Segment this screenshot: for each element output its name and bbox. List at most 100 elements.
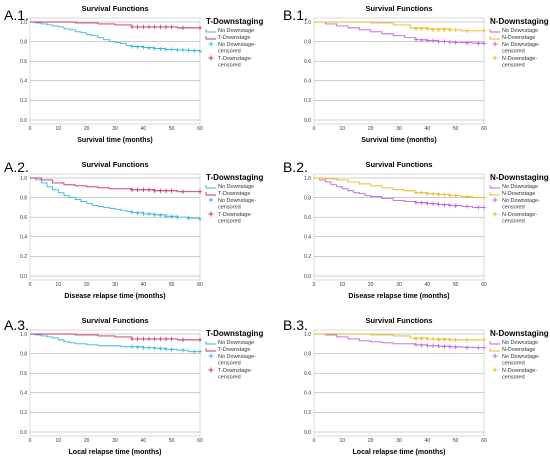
legend-line-icon <box>205 192 216 196</box>
legend-swatch-1 <box>489 341 500 345</box>
x-tick-label: 50 <box>453 126 459 132</box>
y-tick-label: 0.2 <box>304 410 311 416</box>
x-tick-label: 30 <box>112 438 118 444</box>
censor-mark <box>425 336 430 342</box>
censor-mark <box>436 337 441 343</box>
censor-mark <box>152 24 157 30</box>
panel-label: B.1. <box>283 7 308 23</box>
legend-swatch-4 <box>492 55 498 61</box>
legend-entry: T-Downstage <box>218 191 250 197</box>
censor-mark <box>414 190 418 195</box>
legend-entry: No Downstage-censored <box>502 354 540 367</box>
legend-censor-icon <box>492 41 498 47</box>
censor-mark <box>431 201 435 207</box>
legend-entry-line: No Downstage- <box>502 354 540 360</box>
y-tick-label: 0.8 <box>20 351 27 357</box>
legend-swatch-1 <box>205 341 216 345</box>
legend-entry-line: censored <box>502 49 525 55</box>
legend-entry-line: N-Downstage <box>502 35 535 41</box>
censor-mark <box>425 38 430 43</box>
x-tick-label: 30 <box>112 126 118 132</box>
legend-entry: N-Downstage <box>502 35 535 41</box>
censor-mark <box>147 45 151 51</box>
censor-mark <box>453 337 458 343</box>
censor-mark <box>135 187 140 192</box>
censor-mark <box>169 347 174 352</box>
legend-entry: No Downstage <box>502 340 538 346</box>
censor-mark <box>141 24 146 30</box>
censor-mark <box>431 336 435 342</box>
x-tick-label: 30 <box>396 282 402 288</box>
y-tick-label: 0.4 <box>304 391 311 397</box>
y-tick-label: 0.4 <box>304 235 311 241</box>
x-tick-label: 40 <box>141 282 147 288</box>
censor-mark <box>198 189 202 194</box>
legend-entry: No Downstage-censored <box>502 198 540 211</box>
y-tick-label: 0.4 <box>20 79 27 85</box>
plot-title: Survival Functions <box>81 316 148 325</box>
legend-entry-line: No Downstage- <box>218 42 256 48</box>
plot-frame <box>313 173 485 281</box>
censor-mark <box>442 192 447 197</box>
legend-entry-line: N-Downstage <box>502 191 535 197</box>
x-tick-label: 50 <box>169 126 175 132</box>
y-tick-label: 0.8 <box>20 39 27 45</box>
legend-entry-line: T-Downstage <box>218 347 250 353</box>
censor-mark <box>453 193 458 198</box>
censor-mark <box>453 203 458 209</box>
legend-title: T-Downstaging <box>206 17 263 26</box>
legend-swatch-3 <box>208 197 214 203</box>
plot-title: Survival Functions <box>365 4 432 13</box>
y-tick-label: 0.8 <box>304 351 311 357</box>
legend-swatch-2 <box>205 348 216 352</box>
censor-mark <box>135 345 140 350</box>
legend-entry: N-Downstage <box>502 347 535 353</box>
x-tick-label: 50 <box>169 438 175 444</box>
y-tick-label: 1.0 <box>20 176 27 182</box>
censor-mark <box>147 212 151 217</box>
censor-mark <box>147 187 151 192</box>
legend-line-icon <box>205 341 216 345</box>
censor-mark <box>431 38 435 43</box>
y-tick-label: 0.2 <box>20 98 27 104</box>
censor-mark <box>465 40 469 46</box>
censor-mark <box>436 202 441 207</box>
x-axis-title: Survival time (months) <box>361 137 436 144</box>
censor-mark <box>419 190 424 195</box>
legend-swatch-2 <box>489 348 500 352</box>
censor-mark <box>135 211 140 216</box>
y-tick-label: 0.4 <box>304 79 311 85</box>
x-axis-title: Disease relapse time (months) <box>348 293 449 300</box>
censor-mark <box>442 337 447 343</box>
y-tick-label: 0.0 <box>304 274 311 280</box>
x-tick-label: 60 <box>197 282 203 288</box>
censor-mark <box>482 345 486 350</box>
x-tick-label: 30 <box>112 282 118 288</box>
censor-mark <box>419 336 424 342</box>
censor-mark <box>130 210 134 215</box>
plot-title: Survival Functions <box>365 316 432 325</box>
censor-mark <box>198 337 202 343</box>
legend-entry-line: N-Downstage <box>502 347 535 353</box>
legend-swatch-2 <box>489 192 500 196</box>
y-tick-label: 0.4 <box>20 235 27 241</box>
legend-swatch-2 <box>489 36 500 40</box>
y-tick-label: 1.0 <box>304 176 311 182</box>
censor-mark <box>192 349 197 354</box>
x-tick-label: 60 <box>481 438 487 444</box>
chart-panel-3: A.2. Survival Functions 0.0 0.2 0.4 0.6 0.8 1.0… <box>4 159 263 300</box>
legend-entry-line: No Downstage <box>218 28 254 34</box>
legend-swatch-2 <box>205 36 216 40</box>
x-tick-label: 20 <box>84 438 90 444</box>
legend-entry-line: censored <box>218 375 241 381</box>
chart-panel-2: B.1. Survival Functions 0.0 0.2 0.4 0.6 0.8 1.0… <box>283 4 549 144</box>
x-axis-title: Disease relapse time (months) <box>64 293 165 300</box>
censor-mark <box>425 191 430 196</box>
legend-entry-line: T-Downstage <box>218 35 250 41</box>
y-tick-label: 0.8 <box>20 195 27 201</box>
censor-mark <box>158 346 163 351</box>
censor-mark <box>465 28 469 34</box>
legend-entry: No Downstage <box>218 184 254 190</box>
censor-mark <box>164 214 168 219</box>
